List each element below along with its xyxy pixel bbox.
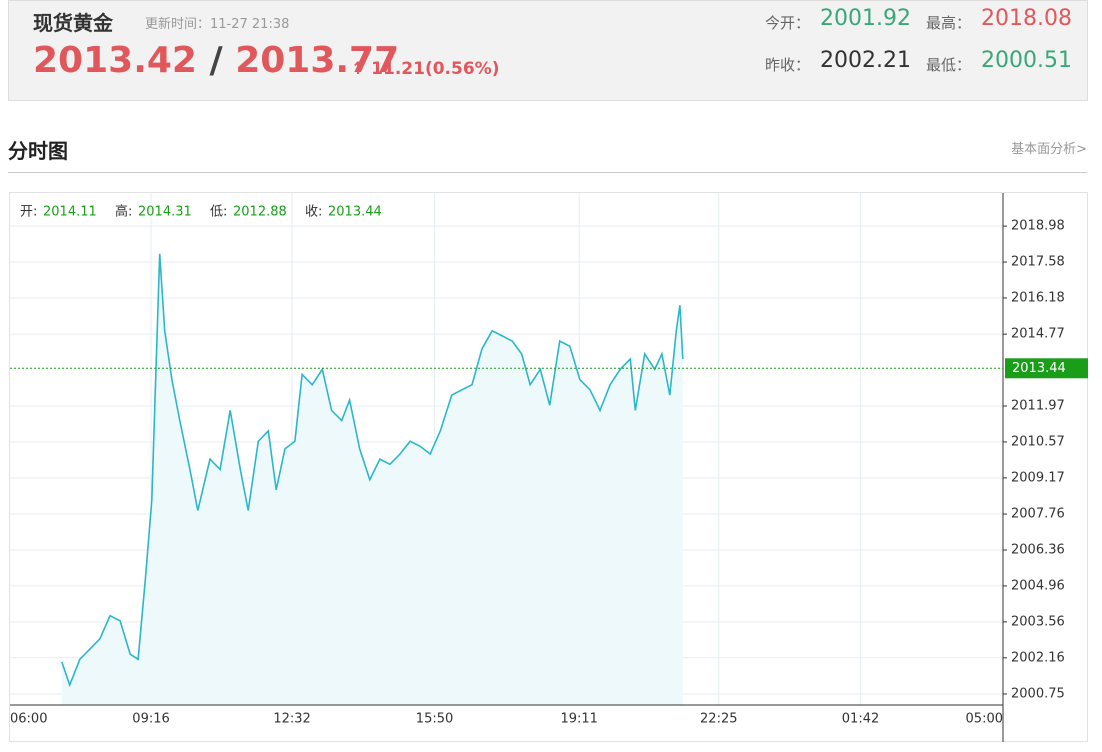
y-tick-label: 2004.96 <box>1011 578 1065 593</box>
price-line <box>61 253 684 688</box>
divider <box>8 172 1087 173</box>
stat-value: 2001.92 <box>820 6 911 31</box>
y-tick-label: 2014.77 <box>1011 327 1065 342</box>
area <box>61 253 683 706</box>
x-tick-label: 19:11 <box>560 712 597 727</box>
stat-value: 2000.51 <box>981 48 1072 73</box>
x-tick-label: 06:00 <box>10 712 47 727</box>
stat-value: 2018.08 <box>981 6 1072 31</box>
ask-price: 2013.77 <box>235 40 400 81</box>
info-value: 2012.88 <box>233 205 287 220</box>
y-tick-label: 2016.18 <box>1011 290 1065 305</box>
change: ↑ 11.21(0.56%) <box>351 59 499 79</box>
y-tick-label: 2002.16 <box>1011 650 1065 665</box>
x-tick-label: 09:16 <box>132 712 169 727</box>
y-tick-label: 2007.76 <box>1011 507 1065 522</box>
info-value: 2013.44 <box>328 205 382 220</box>
update-time: 更新时间：11-27 21:38 <box>145 17 290 32</box>
stat-label: 今开： <box>765 14 811 32</box>
y-tick-label: 2017.58 <box>1011 255 1065 270</box>
info-value: 2014.31 <box>138 205 192 220</box>
quote-panel <box>8 0 1088 101</box>
y-tick-label: 2011.97 <box>1011 399 1065 414</box>
analysis-link[interactable]: 基本面分析> <box>1011 142 1087 157</box>
stat-label: 最低： <box>926 56 972 74</box>
y-tick-label: 2003.56 <box>1011 614 1065 629</box>
x-tick-label: 05:00 <box>966 712 1003 727</box>
y-tick-label: 2006.36 <box>1011 542 1065 557</box>
y-tick-label: 2010.57 <box>1011 434 1065 449</box>
y-tick-label: 2018.98 <box>1011 219 1065 234</box>
separator: / <box>196 40 236 81</box>
info-label: 低: <box>210 205 227 220</box>
price-line: 2013.42 / 2013.77 <box>33 40 399 81</box>
y-tick-label: 2000.75 <box>1011 686 1065 701</box>
stat-label: 昨收： <box>765 56 811 74</box>
y-tick-label: 2009.17 <box>1011 470 1065 485</box>
chart-frame <box>9 192 1088 742</box>
x-tick-label: 12:32 <box>273 712 310 727</box>
info-label: 收: <box>305 205 322 220</box>
info-value: 2014.11 <box>43 205 97 220</box>
section-title: 分时图 <box>8 139 68 163</box>
x-tick-label: 22:25 <box>700 712 737 727</box>
last-price-label: 2013.44 <box>1012 361 1066 376</box>
up-arrow: ↑ <box>351 59 366 79</box>
info-label: 开: <box>20 205 37 220</box>
bid-price: 2013.42 <box>33 40 197 81</box>
last-price-box <box>1005 358 1088 379</box>
stat-value: 2002.21 <box>820 48 911 73</box>
x-tick-label: 01:42 <box>842 712 879 727</box>
info-label: 高: <box>115 204 132 220</box>
change-value: 11.21(0.56%) <box>371 59 500 79</box>
x-tick-label: 15:50 <box>416 712 453 727</box>
quote-title: 现货黄金 <box>33 11 113 35</box>
stat-label: 最高： <box>926 14 972 32</box>
